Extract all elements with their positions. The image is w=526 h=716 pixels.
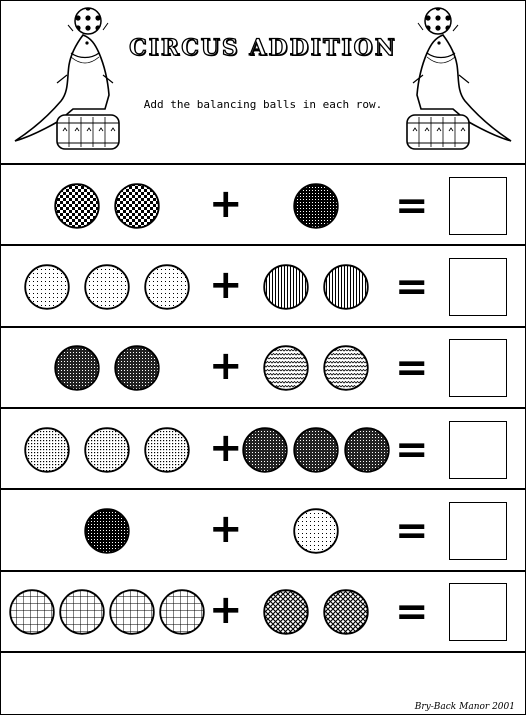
worksheet-instruction: Add the balancing balls in each row. bbox=[143, 98, 383, 111]
ball-circle bbox=[54, 182, 100, 229]
ball-circle bbox=[323, 264, 369, 310]
balancing-ball bbox=[323, 589, 369, 635]
balancing-ball bbox=[241, 426, 288, 473]
balancing-ball bbox=[293, 426, 339, 473]
balancing-ball bbox=[54, 182, 100, 229]
ball-circle bbox=[263, 345, 309, 391]
balancing-ball bbox=[144, 426, 190, 473]
ball-circle bbox=[293, 508, 339, 554]
equals-sign: = bbox=[395, 426, 429, 473]
balancing-ball bbox=[323, 264, 369, 310]
balancing-ball bbox=[59, 589, 105, 635]
balancing-ball bbox=[144, 264, 190, 310]
answer-box[interactable] bbox=[449, 501, 507, 560]
problem-row: + = bbox=[1, 488, 525, 571]
credit-text: Bry-Back Manor 2001 bbox=[414, 702, 515, 712]
ball-circle bbox=[323, 345, 369, 391]
ball-circle bbox=[159, 589, 205, 635]
ball-circle bbox=[84, 426, 130, 473]
equals-sign: = bbox=[395, 263, 429, 310]
answer-box[interactable] bbox=[449, 583, 507, 642]
worksheet-footer: Bry-Back Manor 2001 bbox=[1, 651, 525, 716]
worksheet-header: CIRCUS ADDITION Add the balancing balls … bbox=[1, 1, 525, 163]
ball-circle bbox=[263, 589, 309, 635]
ball-circle bbox=[24, 264, 70, 310]
worksheet-title: CIRCUS ADDITION bbox=[128, 34, 397, 61]
balancing-ball bbox=[54, 345, 100, 391]
balancing-ball bbox=[323, 345, 369, 391]
ball-circle bbox=[293, 182, 339, 229]
ball-circle bbox=[84, 508, 130, 554]
ball-circle bbox=[59, 589, 105, 635]
balancing-ball bbox=[293, 508, 339, 554]
ball-circle bbox=[263, 264, 309, 310]
plus-sign: + bbox=[209, 424, 243, 471]
balancing-ball bbox=[84, 508, 130, 554]
balancing-ball bbox=[24, 426, 70, 473]
problem-row: + = bbox=[1, 244, 525, 327]
plus-sign: + bbox=[209, 261, 243, 308]
problem-row: + = bbox=[1, 569, 525, 653]
balancing-ball bbox=[293, 182, 339, 229]
balancing-ball bbox=[114, 345, 160, 391]
balancing-ball bbox=[344, 426, 391, 473]
ball-circle bbox=[293, 426, 339, 473]
ball-circle bbox=[9, 589, 55, 635]
balancing-ball bbox=[109, 589, 155, 635]
ball-circle bbox=[109, 589, 155, 635]
balancing-ball bbox=[159, 589, 205, 635]
ball-circle bbox=[323, 589, 369, 635]
balancing-ball bbox=[9, 589, 55, 635]
answer-box[interactable] bbox=[449, 176, 507, 235]
problem-row: + = bbox=[1, 163, 525, 246]
plus-sign: + bbox=[209, 180, 243, 227]
ball-circle bbox=[144, 264, 190, 310]
equals-sign: = bbox=[395, 182, 429, 229]
plus-sign: + bbox=[209, 343, 243, 390]
balancing-ball bbox=[84, 264, 130, 310]
seal-balancing-ball-icon bbox=[14, 7, 120, 150]
balancing-ball bbox=[263, 264, 309, 310]
balancing-ball bbox=[24, 264, 70, 310]
equals-sign: = bbox=[395, 589, 429, 636]
balancing-ball bbox=[263, 589, 309, 635]
answer-box[interactable] bbox=[449, 420, 507, 479]
problem-row: + = bbox=[1, 406, 525, 490]
equals-sign: = bbox=[395, 345, 429, 392]
ball-circle bbox=[344, 426, 391, 473]
ball-circle bbox=[241, 426, 288, 473]
answer-box[interactable] bbox=[449, 257, 507, 316]
equals-sign: = bbox=[395, 507, 429, 554]
ball-circle bbox=[24, 426, 70, 473]
plus-sign: + bbox=[209, 505, 243, 552]
plus-sign: + bbox=[209, 587, 243, 634]
ball-circle bbox=[144, 426, 190, 473]
seal-balancing-ball-icon bbox=[406, 7, 512, 150]
ball-circle bbox=[114, 182, 160, 229]
balancing-ball bbox=[263, 345, 309, 391]
problem-row: + = bbox=[1, 325, 525, 409]
ball-circle bbox=[114, 345, 160, 391]
answer-box[interactable] bbox=[449, 339, 507, 398]
ball-circle bbox=[84, 264, 130, 310]
balancing-ball bbox=[84, 426, 130, 473]
ball-circle bbox=[54, 345, 100, 391]
balancing-ball bbox=[114, 182, 160, 229]
